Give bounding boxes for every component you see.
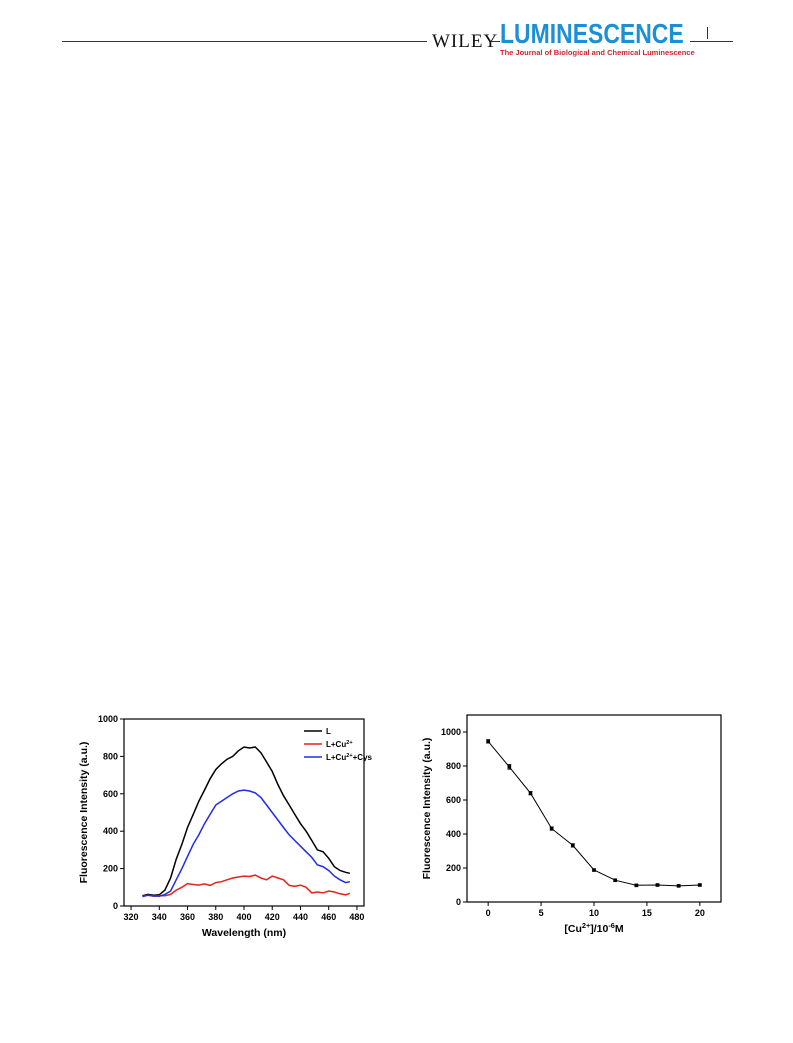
header-rule-right bbox=[690, 41, 733, 42]
x-tick-label: 360 bbox=[180, 912, 195, 922]
header-rule bbox=[62, 41, 427, 42]
x-tick-label: 320 bbox=[124, 912, 139, 922]
journal-subtitle: The Journal of Biological and Chemical L… bbox=[500, 48, 695, 57]
x-tick-label: 15 bbox=[642, 908, 652, 918]
x-tick-label: 480 bbox=[349, 912, 364, 922]
journal-title: LUMINESCENCE bbox=[500, 18, 684, 49]
series-line-1 bbox=[142, 874, 351, 898]
page-tick bbox=[707, 27, 708, 39]
x-axis-label: [Cu2+]/10-6M bbox=[564, 921, 624, 936]
x-tick-label: 400 bbox=[236, 912, 251, 922]
plot-frame bbox=[466, 714, 722, 903]
y-axis-label: Fluorescence Intensity (a.u.) bbox=[78, 742, 90, 884]
x-axis-label: Wavelength (nm) bbox=[202, 927, 286, 939]
x-tick-label: 20 bbox=[695, 908, 705, 918]
publisher-logo: WILEY bbox=[432, 31, 499, 52]
y-tick-label: 400 bbox=[103, 826, 118, 836]
y-tick-label: 600 bbox=[103, 789, 118, 799]
x-tick-label: 460 bbox=[321, 912, 336, 922]
series-line-2 bbox=[142, 789, 351, 898]
legend-label-0: L bbox=[326, 727, 331, 736]
x-tick-label: 380 bbox=[208, 912, 223, 922]
x-tick-label: 0 bbox=[486, 908, 491, 918]
series-line-0 bbox=[487, 741, 700, 887]
x-tick-label: 420 bbox=[265, 912, 280, 922]
y-tick-label: 800 bbox=[103, 751, 118, 761]
y-tick-label: 0 bbox=[113, 901, 118, 911]
publisher-dash bbox=[491, 41, 500, 42]
x-tick-label: 440 bbox=[293, 912, 308, 922]
series-line-0 bbox=[142, 746, 351, 897]
y-tick-label: 1000 bbox=[98, 714, 118, 724]
y-tick-label: 200 bbox=[446, 863, 461, 873]
x-tick-label: 5 bbox=[539, 908, 544, 918]
y-tick-label: 1000 bbox=[441, 727, 461, 737]
y-axis-label: Fluorescence Intensity (a.u.) bbox=[421, 738, 433, 880]
legend-label-2: L+Cu2++Cys bbox=[326, 753, 373, 762]
y-tick-label: 200 bbox=[103, 864, 118, 874]
x-tick-label: 10 bbox=[589, 908, 599, 918]
y-tick-label: 0 bbox=[456, 897, 461, 907]
y-tick-label: 800 bbox=[446, 761, 461, 771]
y-tick-label: 600 bbox=[446, 795, 461, 805]
x-tick-label: 340 bbox=[152, 912, 167, 922]
y-tick-label: 400 bbox=[446, 829, 461, 839]
legend-label-1: L+Cu2+ bbox=[326, 740, 353, 749]
